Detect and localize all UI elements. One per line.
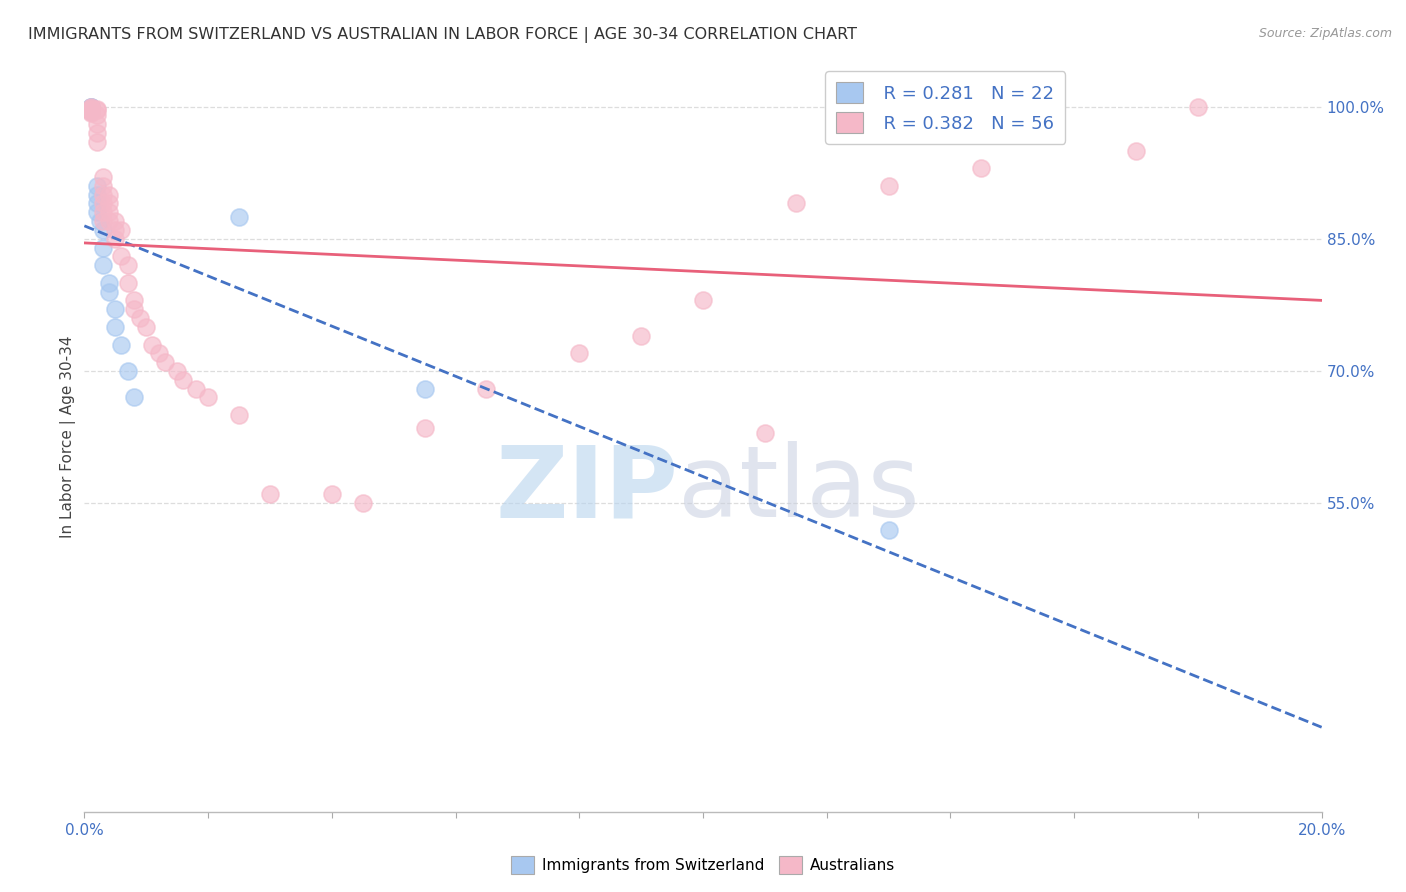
- Point: [110, 337, 132, 351]
- Point: [104, 232, 127, 246]
- Point: [79, 100, 101, 114]
- Point: [153, 355, 176, 369]
- Point: [86, 126, 108, 140]
- Point: [122, 302, 145, 317]
- Point: [98, 276, 121, 290]
- Point: [86, 103, 108, 117]
- Point: [86, 102, 108, 116]
- Point: [104, 302, 127, 317]
- Point: [98, 285, 121, 299]
- Legend: Immigrants from Switzerland, Australians: Immigrants from Switzerland, Australians: [505, 850, 901, 880]
- Point: [352, 496, 374, 510]
- Point: [568, 346, 591, 360]
- Point: [110, 223, 132, 237]
- Point: [877, 178, 900, 193]
- Text: Source: ZipAtlas.com: Source: ZipAtlas.com: [1258, 27, 1392, 40]
- Point: [630, 328, 652, 343]
- Point: [98, 214, 121, 228]
- Point: [475, 382, 498, 396]
- Point: [135, 319, 157, 334]
- Point: [970, 161, 993, 176]
- Point: [91, 223, 114, 237]
- Point: [86, 178, 108, 193]
- Point: [86, 135, 108, 149]
- Point: [321, 487, 343, 501]
- Text: IMMIGRANTS FROM SWITZERLAND VS AUSTRALIAN IN LABOR FORCE | AGE 30-34 CORRELATION: IMMIGRANTS FROM SWITZERLAND VS AUSTRALIA…: [28, 27, 858, 43]
- Point: [98, 196, 121, 211]
- Point: [91, 214, 114, 228]
- Text: ZIP: ZIP: [495, 441, 678, 538]
- Point: [79, 104, 101, 119]
- Point: [117, 364, 139, 378]
- Point: [91, 258, 114, 272]
- Point: [228, 408, 250, 422]
- Point: [91, 205, 114, 219]
- Point: [79, 103, 101, 117]
- Point: [79, 101, 101, 115]
- Point: [91, 241, 114, 255]
- Point: [110, 249, 132, 263]
- Point: [129, 311, 152, 326]
- Point: [166, 364, 188, 378]
- Text: atlas: atlas: [678, 441, 920, 538]
- Point: [122, 293, 145, 308]
- Point: [79, 100, 101, 114]
- Legend:   R = 0.281   N = 22,   R = 0.382   N = 56: R = 0.281 N = 22, R = 0.382 N = 56: [825, 71, 1066, 144]
- Point: [122, 391, 145, 405]
- Point: [104, 319, 127, 334]
- Point: [86, 196, 108, 211]
- Point: [86, 205, 108, 219]
- Point: [1187, 100, 1209, 114]
- Point: [117, 276, 139, 290]
- Point: [91, 196, 114, 211]
- Point: [98, 187, 121, 202]
- Point: [86, 187, 108, 202]
- Point: [259, 487, 281, 501]
- Point: [89, 214, 111, 228]
- Point: [104, 214, 127, 228]
- Point: [91, 169, 114, 184]
- Point: [86, 117, 108, 131]
- Point: [79, 103, 101, 118]
- Point: [228, 210, 250, 224]
- Point: [117, 258, 139, 272]
- Point: [104, 223, 127, 237]
- Point: [197, 391, 219, 405]
- Point: [148, 346, 170, 360]
- Point: [877, 523, 900, 537]
- Point: [413, 421, 436, 435]
- Point: [79, 100, 101, 114]
- Point: [79, 100, 101, 114]
- Point: [172, 373, 194, 387]
- Point: [785, 196, 807, 211]
- Point: [184, 382, 207, 396]
- Point: [91, 178, 114, 193]
- Point: [79, 102, 101, 116]
- Point: [98, 205, 121, 219]
- Point: [86, 108, 108, 122]
- Point: [79, 103, 101, 118]
- Point: [692, 293, 714, 308]
- Point: [79, 105, 101, 120]
- Point: [754, 425, 776, 440]
- Point: [1125, 144, 1147, 158]
- Point: [91, 187, 114, 202]
- Y-axis label: In Labor Force | Age 30-34: In Labor Force | Age 30-34: [60, 335, 76, 539]
- Point: [413, 382, 436, 396]
- Point: [141, 337, 163, 351]
